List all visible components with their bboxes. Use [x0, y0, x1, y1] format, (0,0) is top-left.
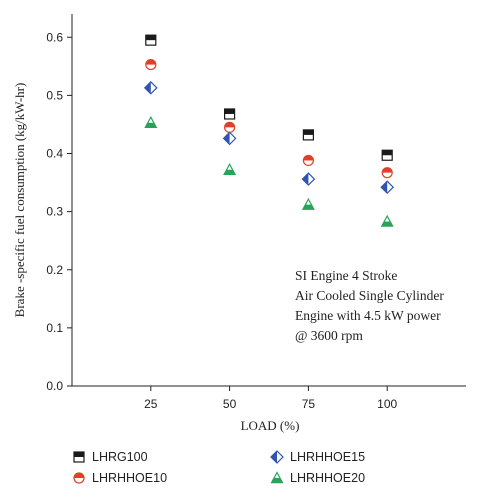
y-tick-label: 0.6	[46, 30, 63, 44]
point-lhrhhoe10-75	[302, 154, 314, 167]
legend-symbol-lhrhhoe20	[270, 471, 284, 484]
y-tick-label: 0.1	[46, 321, 63, 335]
x-tick-label: 25	[144, 397, 158, 411]
x-tick-label: 75	[302, 397, 316, 411]
annotation-line-3: Engine with 4.5 kW power	[295, 308, 441, 323]
point-lhrhhoe15-50	[222, 131, 237, 146]
y-tick-label: 0.3	[46, 205, 63, 219]
legend-marker-lhrhhoe20	[270, 471, 284, 484]
x-axis-label: LOAD (%)	[241, 418, 300, 433]
legend-symbol-lhrhhoe15	[270, 450, 284, 464]
annotation-line-1: SI Engine 4 Stroke	[295, 268, 397, 283]
x-ticks: 25 50 75 100	[144, 386, 398, 411]
y-tick-label: 0.2	[46, 263, 63, 277]
legend-label-lhrg100: LHRG100	[92, 450, 148, 464]
y-tick-label: 0.4	[46, 147, 63, 161]
point-lhrhhoe15-100	[380, 180, 395, 195]
y-tick-label: 0.5	[46, 88, 63, 102]
legend-label-lhrhhoe15: LHRHHOE15	[290, 450, 365, 464]
point-lhrg100-100	[381, 149, 393, 161]
point-lhrhhoe20-50	[223, 163, 237, 176]
legend-symbol-lhrg100	[73, 451, 85, 463]
point-lhrhhoe20-100	[380, 214, 394, 227]
plot-axes	[71, 14, 466, 387]
legend-symbol-lhrhhoe10	[73, 472, 85, 484]
y-axis-label: Brake -specific fuel consumption (kg/kW-…	[12, 83, 27, 318]
point-lhrhhoe20-75	[301, 197, 315, 210]
point-lhrhhoe10-25	[145, 58, 157, 71]
point-lhrg100-25	[145, 34, 157, 46]
y-ticks: 0.0 0.1 0.2 0.3 0.4 0.5 0.6	[46, 30, 72, 393]
x-tick-label: 50	[223, 397, 237, 411]
point-lhrg100-75	[302, 129, 314, 141]
data-markers	[143, 34, 395, 227]
legend-marker-lhrhhoe10	[73, 472, 85, 484]
point-lhrhhoe20-25	[144, 115, 158, 128]
legend-marker-lhrg100	[73, 451, 85, 463]
point-lhrhhoe15-75	[301, 172, 316, 186]
point-lhrhhoe10-50	[224, 121, 236, 133]
legend-label-lhrhhoe10: LHRHHOE10	[92, 471, 167, 485]
annotation-line-2: Air Cooled Single Cylinder	[295, 288, 444, 303]
point-lhrhhoe10-100	[381, 167, 393, 179]
legend-marker-lhrhhoe15	[270, 450, 284, 464]
annotation-line-4: @ 3600 rpm	[295, 328, 363, 343]
legend: LHRG100 LHRHHOE10 LHRHHOE15 LHRHHOE20	[73, 450, 365, 485]
annotation-block: SI Engine 4 Stroke Air Cooled Single Cyl…	[295, 268, 444, 343]
x-tick-label: 100	[377, 397, 397, 411]
legend-label-lhrhhoe20: LHRHHOE20	[290, 471, 365, 485]
y-tick-label: 0.0	[46, 379, 63, 393]
point-lhrhhoe15-25	[143, 80, 158, 95]
point-lhrg100-50	[224, 108, 236, 120]
